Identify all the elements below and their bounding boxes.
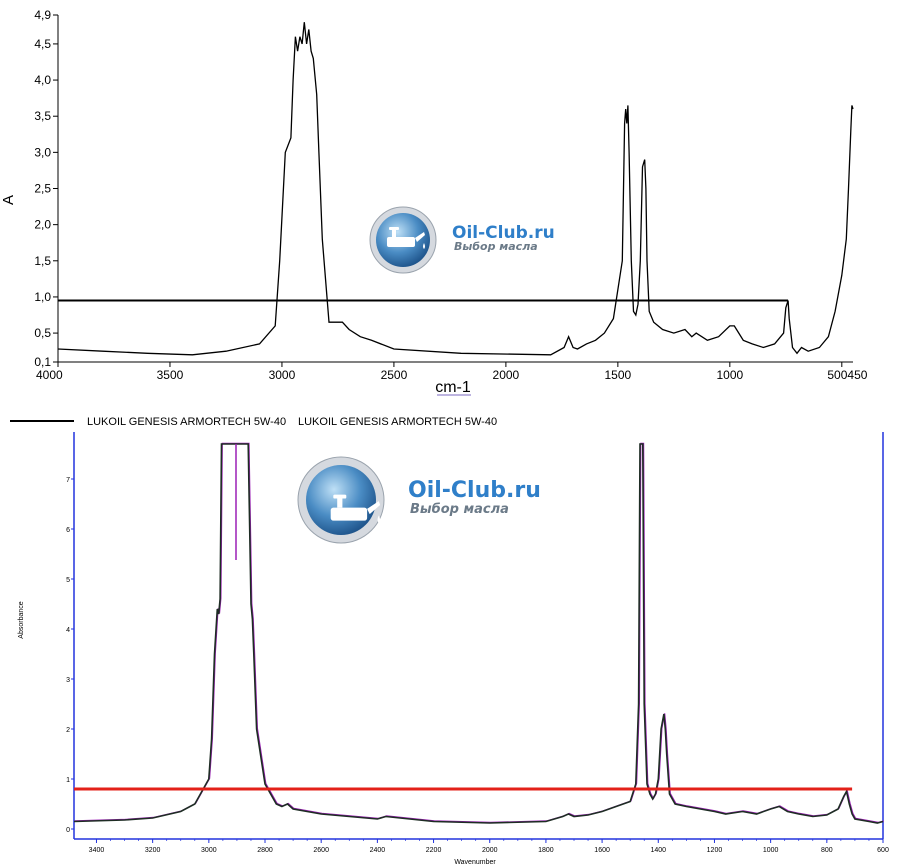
chart-1-y-tick-label: 2,5 [34,182,51,196]
chart-2: Absorbance Wavenumber 0 1 2 3 4 5 6 7 3400 3200 30… [0,432,898,868]
chart-1-x-tick-label: 2500 [381,368,408,382]
watermark-2: Oil-Club.ru Выбор масла [297,456,541,544]
chart-1-x-tick-label: 1500 [605,368,632,382]
chart-1-series-line [57,22,854,356]
chart-2-x-tick-label: 3000 [201,847,217,854]
chart-1-x-axis-label: cm-1 [435,379,471,396]
chart-2-y-tick-label: 1 [66,777,70,784]
chart-2-x-tick-label: 3200 [145,847,161,854]
watermark-2-title: Oil-Club.ru [408,478,541,503]
chart-2-x-tick-label: 1000 [763,847,779,854]
chart-2-x-tick-label: 2600 [313,847,329,854]
chart-1-y-tick-label: 1,0 [34,290,51,304]
watermark-1-title: Oil-Club.ru [452,223,555,243]
chart-1-y-tick-label: 4,9 [34,8,51,22]
chart-2-x-tick-label: 1600 [594,847,610,854]
chart-1-y-axis-label: A [0,195,17,205]
chart-1-x-tick-label: 3500 [157,368,184,382]
chart-1-legend-entry-1: LUKOIL GENESIS ARMORTECH 5W-40 [87,416,286,428]
watermark-1-subtitle: Выбор масла [454,240,538,253]
chart-1-y-tick-label: 4,5 [34,37,51,51]
chart-2-x-tick-label: 2000 [482,847,498,854]
chart-2-y-tick-label: 0 [66,827,70,834]
chart-2-x-tick-label: 1200 [707,847,723,854]
chart-2-y-tick-label: 5 [66,577,70,584]
chart-1-y-tick-label: 1,5 [34,254,51,268]
chart-2-y-tick-label: 3 [66,677,70,684]
chart-1-y-tick-label: 0,1 [34,355,51,369]
chart-2-x-tick-label: 800 [821,847,833,854]
chart-1-background [0,0,898,432]
chart-2-x-tick-label: 2200 [426,847,442,854]
chart-1-y-tick-label: 4,0 [34,73,51,87]
chart-1-y-tick-label: 2,0 [34,218,51,232]
chart-1: A cm-1 0,1 0,5 1,0 1,5 2,0 2,5 3,0 3,5 4,0 4,5 4,9… [0,0,898,432]
chart-1-y-tick-label: 3,0 [34,145,51,159]
chart-2-x-tick-label: 1800 [538,847,554,854]
watermark-2-subtitle: Выбор масла [410,502,509,517]
chart-1-y-tick-label: 0,5 [34,326,51,340]
chart-1-x-tick-label: 3000 [269,368,296,382]
chart-2-y-tick-label: 6 [66,527,70,534]
chart-1-x-tick-label: 500450 [827,368,867,382]
chart-1-x-tick-label: 1000 [716,368,743,382]
chart-1-x-tick-label: 2000 [493,368,520,382]
oil-can-icon [330,494,381,524]
chart-2-y-tick-label: 2 [66,727,70,734]
chart-2-x-tick-label: 1400 [650,847,666,854]
chart-1-y-tick-label: 3,5 [34,109,51,123]
chart-2-series-line [73,443,884,824]
chart-2-x-axis-label: Wavenumber [454,859,496,866]
chart-2-x-tick-label: 600 [877,847,889,854]
watermark-1: Oil-Club.ru Выбор масла [369,206,555,274]
chart-1-x-tick-label: 4000 [36,368,63,382]
chart-1-legend: LUKOIL GENESIS ARMORTECH 5W-40 LUKOIL GE… [10,416,497,428]
chart-2-background [0,432,898,868]
chart-1-legend-entry-2: LUKOIL GENESIS ARMORTECH 5W-40 [298,416,497,428]
chart-2-y-tick-label: 4 [66,627,70,634]
chart-2-y-axis-label: Absorbance [18,601,25,638]
chart-2-x-tick-label: 2800 [257,847,273,854]
oil-can-icon [387,227,425,249]
chart-2-y-tick-label: 7 [66,477,70,484]
chart-2-x-tick-label: 2400 [370,847,386,854]
chart-2-x-tick-label: 3400 [89,847,105,854]
